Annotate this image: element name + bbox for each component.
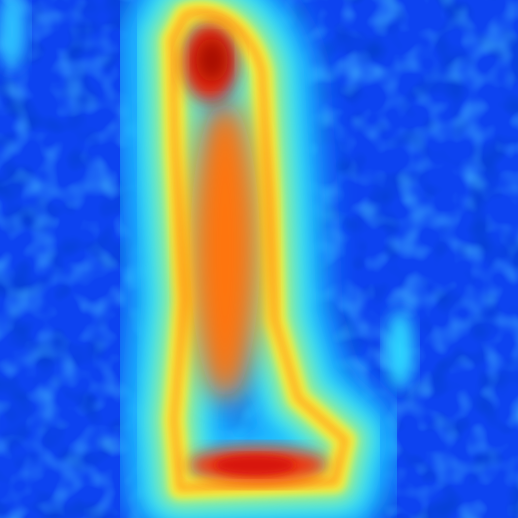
- object-heat: [172, 12, 345, 488]
- edge-glow: [0, 0, 26, 70]
- edge-glow: [386, 310, 414, 390]
